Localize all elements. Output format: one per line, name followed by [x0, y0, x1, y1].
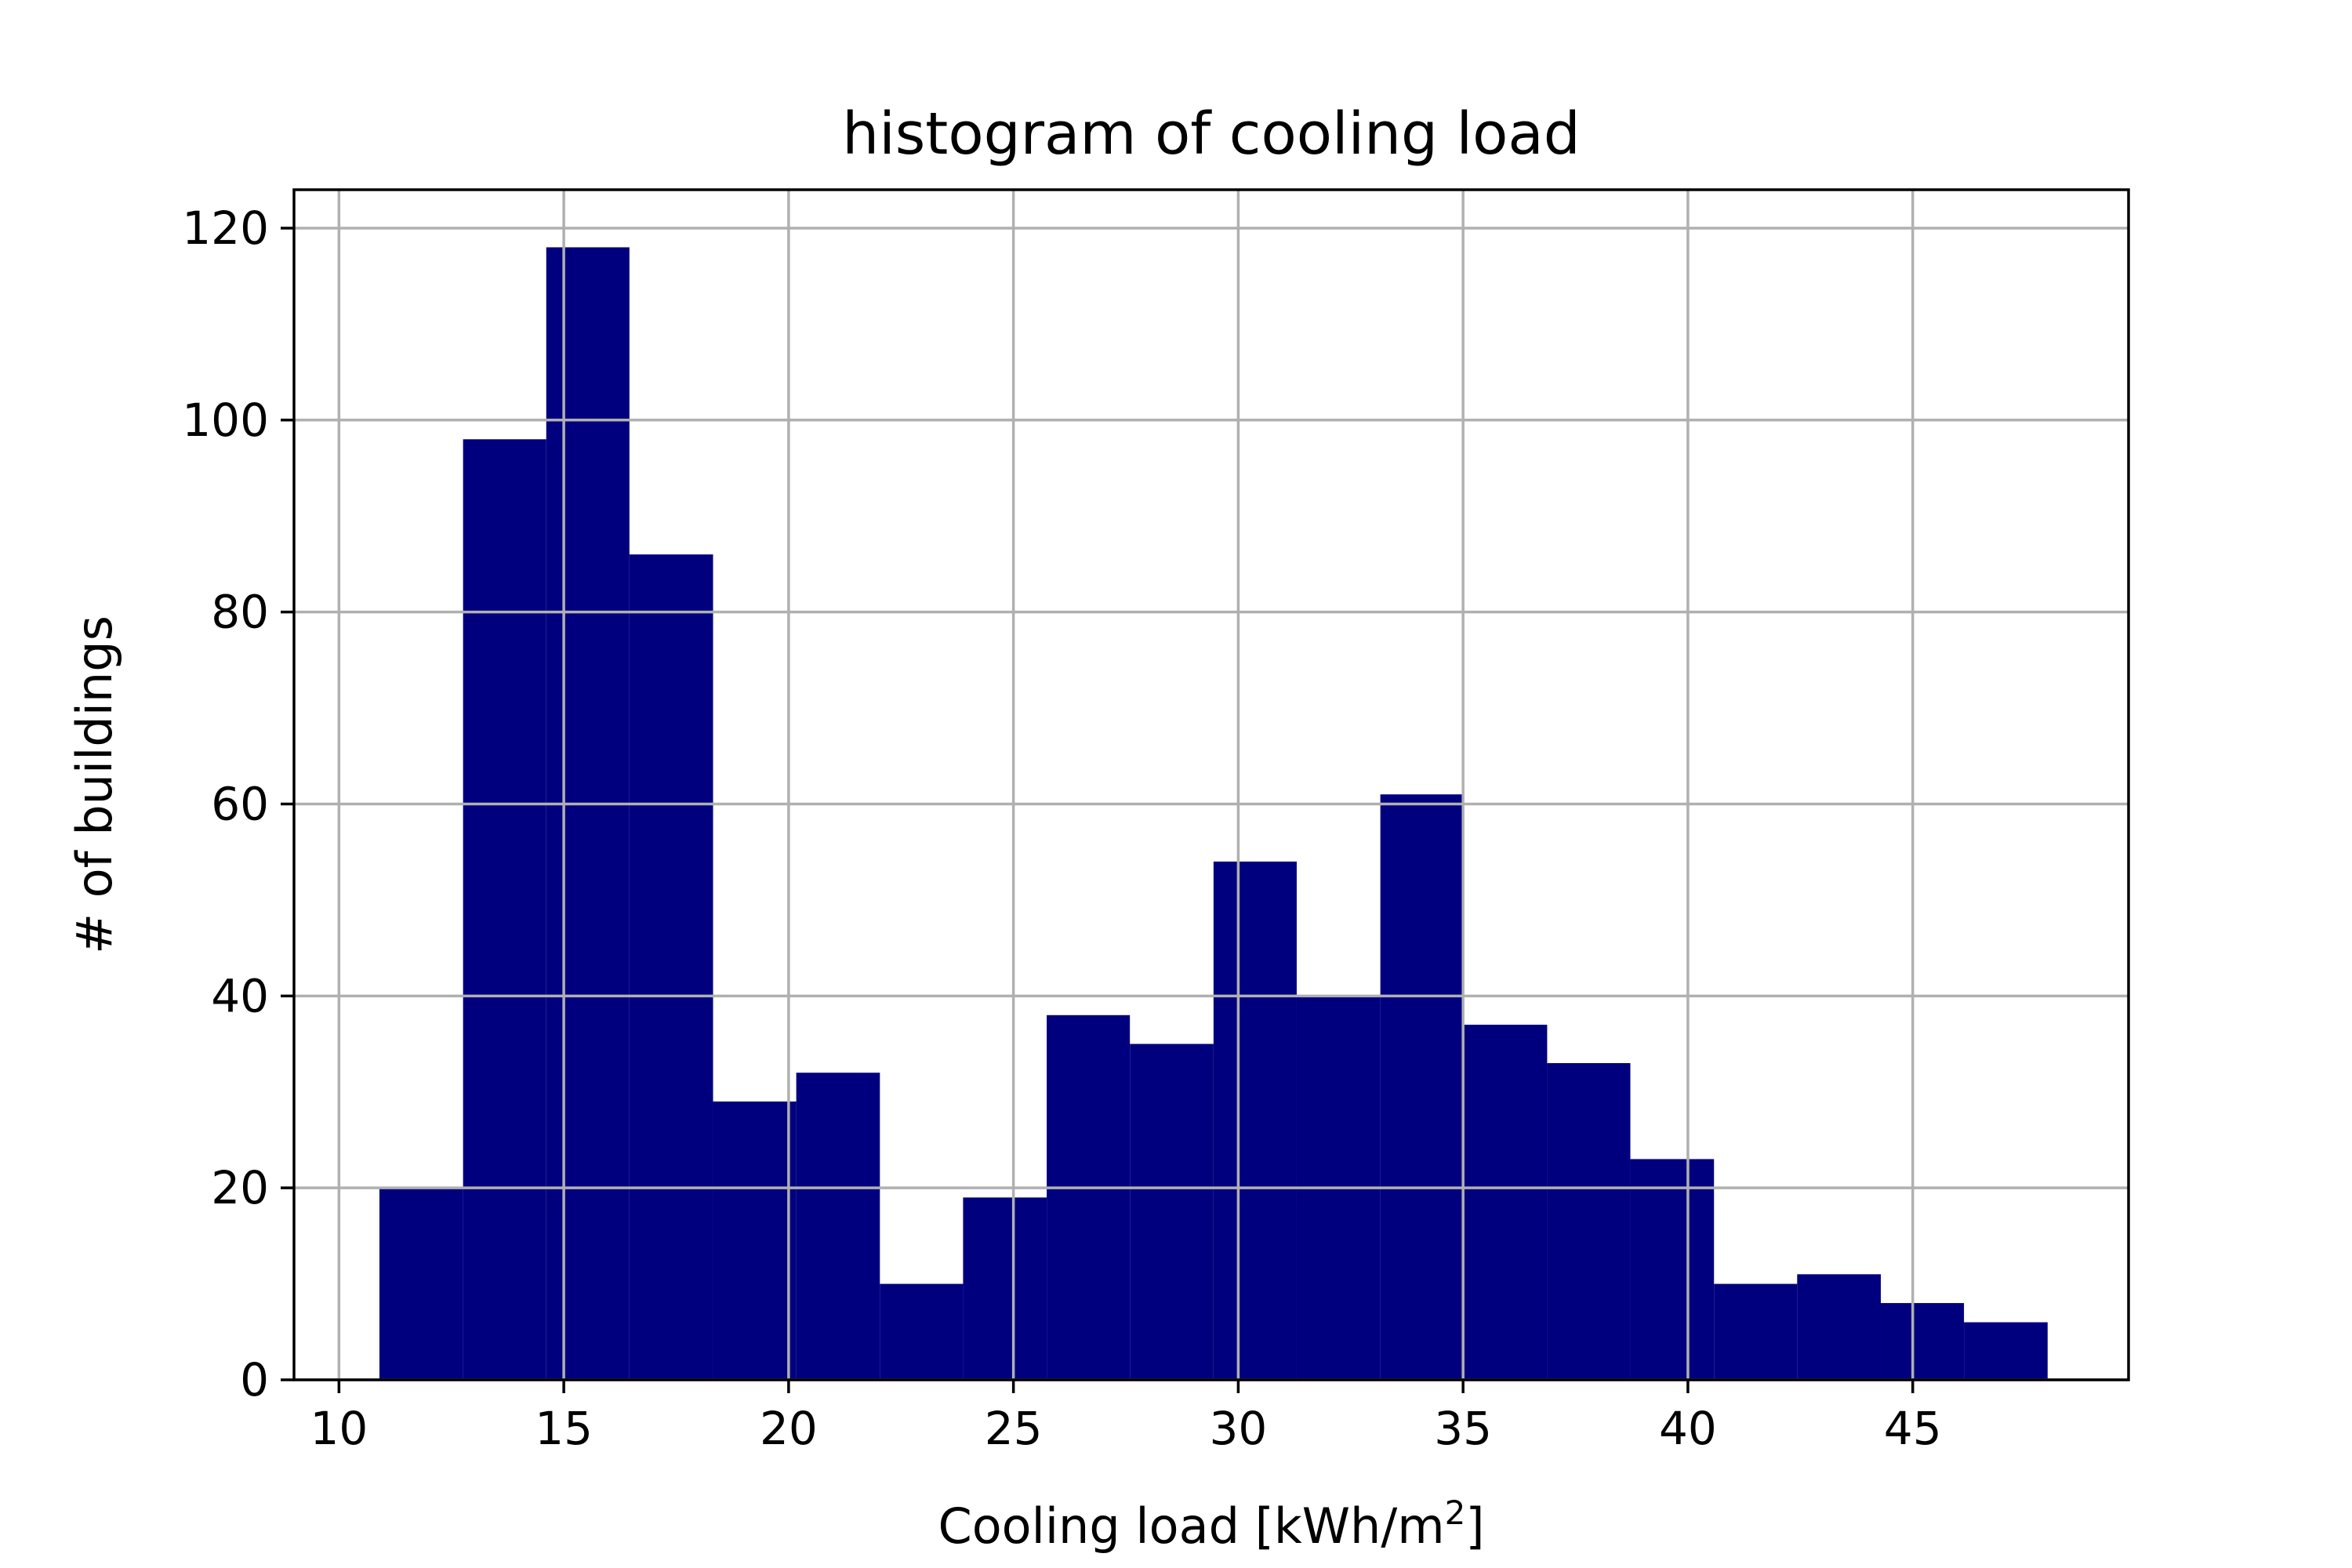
x-tick-label: 35	[1434, 1402, 1492, 1455]
x-tick-label: 15	[535, 1402, 593, 1455]
y-tick-label: 40	[211, 969, 269, 1022]
chart-title: histogram of cooling load	[842, 100, 1580, 168]
x-tick-label: 40	[1659, 1402, 1717, 1455]
histogram-bar	[796, 1073, 880, 1380]
histogram-bar	[546, 247, 630, 1380]
histogram-bar	[1964, 1322, 2048, 1380]
x-axis-title-main: Cooling load [kWh/m	[938, 1497, 1444, 1555]
x-axis-title: Cooling load [kWh/m2]	[938, 1494, 1484, 1555]
y-tick-label: 60	[211, 777, 269, 830]
histogram-bar	[963, 1197, 1047, 1380]
x-tick-label: 25	[985, 1402, 1043, 1455]
histogram-bar	[1880, 1303, 1965, 1380]
histogram-bar	[1047, 1014, 1131, 1380]
x-tick-label: 20	[760, 1402, 818, 1455]
histogram-bar	[1714, 1283, 1798, 1380]
histogram-bar	[379, 1188, 463, 1380]
x-tick-label: 10	[310, 1402, 368, 1455]
histogram-bar	[1213, 861, 1297, 1380]
y-tick-label: 80	[211, 586, 269, 639]
plot-frame	[292, 188, 2130, 1381]
y-tick-label: 20	[211, 1161, 269, 1214]
histogram-bar	[1463, 1025, 1548, 1380]
histogram-bar	[1380, 794, 1464, 1380]
y-axis-title: # of buildings	[66, 615, 123, 954]
bars-group	[379, 247, 2048, 1381]
histogram-bar	[1797, 1274, 1881, 1380]
x-axis-title-suffix: ]	[1465, 1497, 1484, 1555]
x-tick-label: 30	[1210, 1402, 1268, 1455]
histogram-bar	[1130, 1044, 1214, 1380]
histogram-bar	[463, 439, 546, 1381]
histogram-bar	[880, 1283, 964, 1380]
y-tick-label: 120	[182, 201, 269, 255]
histogram-bar	[629, 554, 713, 1380]
x-tick-label: 45	[1884, 1402, 1942, 1455]
histogram-bar	[1630, 1159, 1715, 1380]
y-tick-label: 0	[240, 1353, 269, 1406]
y-tick-label: 100	[182, 394, 269, 447]
x-axis-title-superscript: 2	[1445, 1494, 1466, 1532]
histogram-bar	[713, 1101, 797, 1380]
histogram-bar	[1547, 1063, 1631, 1380]
ticks-group: 10 15 20 25 30 35 40 45 0 20 40 60 80 100 120	[182, 201, 1941, 1455]
